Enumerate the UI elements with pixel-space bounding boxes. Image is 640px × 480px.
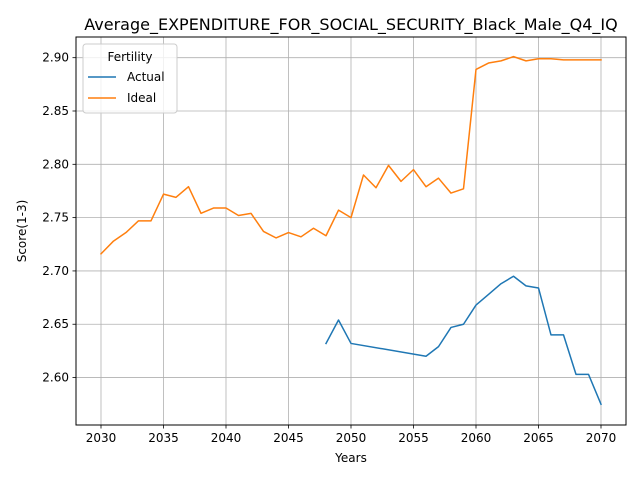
y-tick-label: 2.80 [42, 157, 69, 171]
x-tick-label: 2055 [398, 431, 429, 445]
y-tick-label: 2.75 [42, 211, 69, 225]
x-tick-label: 2070 [586, 431, 617, 445]
grid [76, 37, 626, 425]
series-line-actual [324, 275, 602, 406]
chart-title: Average_EXPENDITURE_FOR_SOCIAL_SECURITY_… [84, 15, 617, 35]
x-tick-label: 2040 [211, 431, 242, 445]
y-tick-label: 2.85 [42, 104, 69, 118]
x-tick-label: 2050 [336, 431, 367, 445]
legend-label-actual: Actual [127, 70, 165, 84]
x-tick-label: 2035 [148, 431, 179, 445]
legend-label-ideal: Ideal [127, 91, 156, 105]
x-tick-label: 2065 [523, 431, 554, 445]
x-tick-label: 2045 [273, 431, 304, 445]
y-tick-label: 2.60 [42, 371, 69, 385]
y-tick-label: 2.70 [42, 264, 69, 278]
legend: Fertility Actual Ideal [82, 43, 178, 114]
y-axis-ticks: 2.60 2.65 2.70 2.75 2.80 2.85 2.90 [42, 51, 76, 385]
series-layer [99, 55, 602, 406]
legend-title: Fertility [107, 50, 152, 64]
x-axis-ticks: 2030 2035 2040 2045 2050 2055 2060 2065 2070 [86, 425, 617, 445]
y-tick-label: 2.65 [42, 317, 69, 331]
legend-box [82, 43, 178, 114]
x-tick-label: 2060 [461, 431, 492, 445]
y-axis-label: Score(1-3) [15, 200, 29, 263]
x-tick-label: 2030 [86, 431, 117, 445]
series-line-ideal [99, 55, 602, 255]
x-axis-label: Years [334, 451, 367, 465]
y-tick-label: 2.90 [42, 51, 69, 65]
